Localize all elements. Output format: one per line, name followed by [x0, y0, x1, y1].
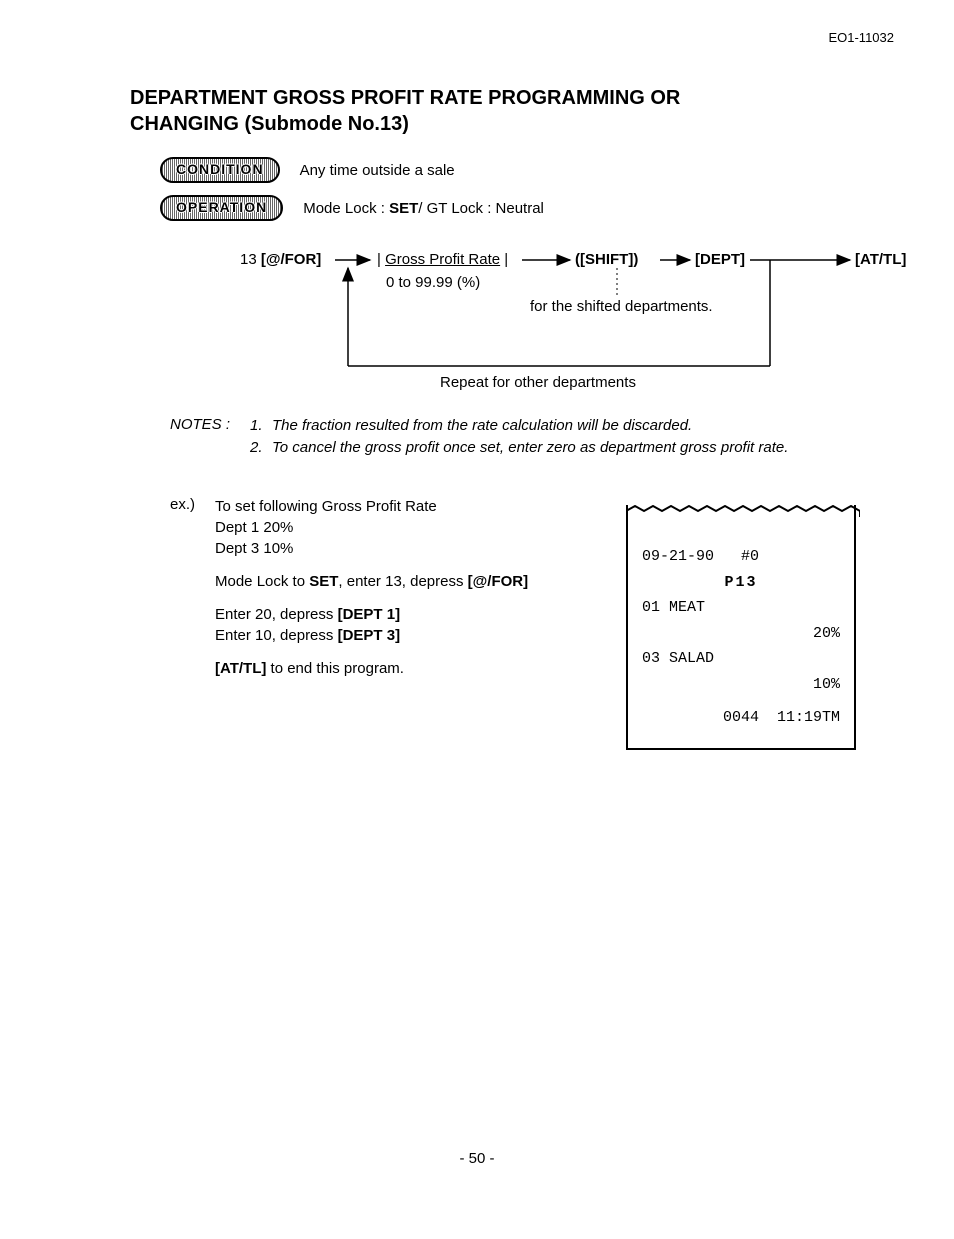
receipt-line1-code: 01 [642, 599, 660, 616]
note-item: 1. The fraction resulted from the rate c… [250, 416, 788, 436]
operation-post: / GT Lock : Neutral [418, 200, 544, 217]
note-num: 2. [250, 438, 272, 458]
receipt-line2: 03 SALAD [642, 649, 840, 669]
receipt-tear-icon [626, 505, 860, 517]
notes-block: NOTES : 1. The fraction resulted from th… [170, 416, 894, 461]
note-item: 2. To cancel the gross profit once set, … [250, 438, 788, 458]
ex-step1: Mode Lock to SET, enter 13, depress [@/F… [215, 571, 615, 592]
condition-text: Any time outside a sale [300, 162, 455, 179]
ex-dept1: Dept 1 20% [215, 519, 293, 536]
receipt-program: P13 [642, 573, 840, 593]
condition-label: CONDITION [176, 161, 264, 177]
example-label: ex.) [170, 496, 215, 513]
flow-start: 13 [@/FOR] [240, 251, 321, 268]
receipt-line1: 01 MEAT [642, 598, 840, 618]
notes-list: 1. The fraction resulted from the rate c… [250, 416, 788, 461]
operation-pre: Mode Lock : [303, 200, 389, 217]
title-line-1: DEPARTMENT GROSS PROFIT RATE PROGRAMMING… [130, 87, 680, 109]
receipt-reg: #0 [741, 548, 759, 565]
title-line-2: CHANGING (Submode No.13) [130, 113, 409, 135]
receipt-printout: 09-21-90 #0 P13 01 MEAT 20% 03 SALAD 10%… [626, 505, 856, 750]
receipt-footer: 0044 11:19TM [642, 708, 840, 728]
condition-row: CONDITION Any time outside a sale [160, 157, 894, 183]
receipt-line1-pct: 20% [642, 624, 840, 644]
flow-end-key: [AT/TL] [855, 251, 906, 268]
ex-step1-pre: Mode Lock to [215, 573, 309, 590]
flow-shifted-note: for the shifted departments. [530, 298, 713, 315]
page-title: DEPARTMENT GROSS PROFIT RATE PROGRAMMING… [130, 85, 894, 137]
flow-dept-key: [DEPT] [695, 251, 745, 268]
ex-step4-post: to end this program. [266, 660, 404, 677]
notes-label: NOTES : [170, 416, 250, 461]
receipt-line2-code: 03 [642, 650, 660, 667]
ex-step1-mid: , enter 13, depress [338, 573, 467, 590]
receipt-date: 09-21-90 [642, 548, 714, 565]
ex-intro: To set following Gross Profit Rate [215, 498, 437, 515]
example-text: To set following Gross Profit Rate Dept … [215, 496, 615, 691]
ex-step4-key: [AT/TL] [215, 660, 266, 677]
note-num: 1. [250, 416, 272, 436]
receipt-header: 09-21-90 #0 [642, 547, 840, 567]
operation-bold: SET [389, 200, 418, 217]
ex-step1-bold: SET [309, 573, 338, 590]
flow-rate-label: Gross Profit Rate [385, 251, 500, 268]
ex-dept3: Dept 3 10% [215, 540, 293, 557]
flow-shift-key: ([SHIFT]) [575, 251, 638, 268]
document-id: EO1-11032 [828, 30, 894, 45]
flow-start-num: 13 [240, 251, 261, 268]
ex-step4: [AT/TL] to end this program. [215, 658, 615, 679]
receipt-line2-pct: 10% [642, 675, 840, 695]
condition-badge: CONDITION [160, 157, 280, 183]
ex-step3-key: [DEPT 3] [338, 627, 401, 644]
ex-step2-key: [DEPT 1] [338, 606, 401, 623]
receipt-line1-name: MEAT [669, 599, 705, 616]
ex-step3-pre: Enter 10, depress [215, 627, 338, 644]
page-number: - 50 - [0, 1150, 954, 1167]
flow-rate-range: 0 to 99.99 (%) [386, 274, 480, 291]
operation-label: OPERATION [176, 199, 267, 215]
condition-operation-block: CONDITION Any time outside a sale OPERAT… [160, 157, 894, 221]
ex-step2-pre: Enter 20, depress [215, 606, 338, 623]
page: EO1-11032 DEPARTMENT GROSS PROFIT RATE P… [0, 0, 954, 1239]
receipt-line2-name: SALAD [669, 650, 714, 667]
note-text: The fraction resulted from the rate calc… [272, 416, 692, 436]
operation-row: OPERATION Mode Lock : SET/ GT Lock : Neu… [160, 195, 894, 221]
operation-text: Mode Lock : SET/ GT Lock : Neutral [303, 200, 544, 217]
note-text: To cancel the gross profit once set, ent… [272, 438, 788, 458]
flow-start-key: [@/FOR] [261, 251, 321, 268]
operation-badge: OPERATION [160, 195, 283, 221]
flow-diagram: 13 [@/FOR] | Gross Profit Rate | 0 to 99… [170, 246, 890, 396]
ex-step23: Enter 20, depress [DEPT 1] Enter 10, dep… [215, 604, 615, 646]
flow-repeat-label: Repeat for other departments [440, 374, 636, 391]
flow-rate: | Gross Profit Rate | [377, 251, 508, 268]
ex-step1-key: [@/FOR] [468, 573, 528, 590]
